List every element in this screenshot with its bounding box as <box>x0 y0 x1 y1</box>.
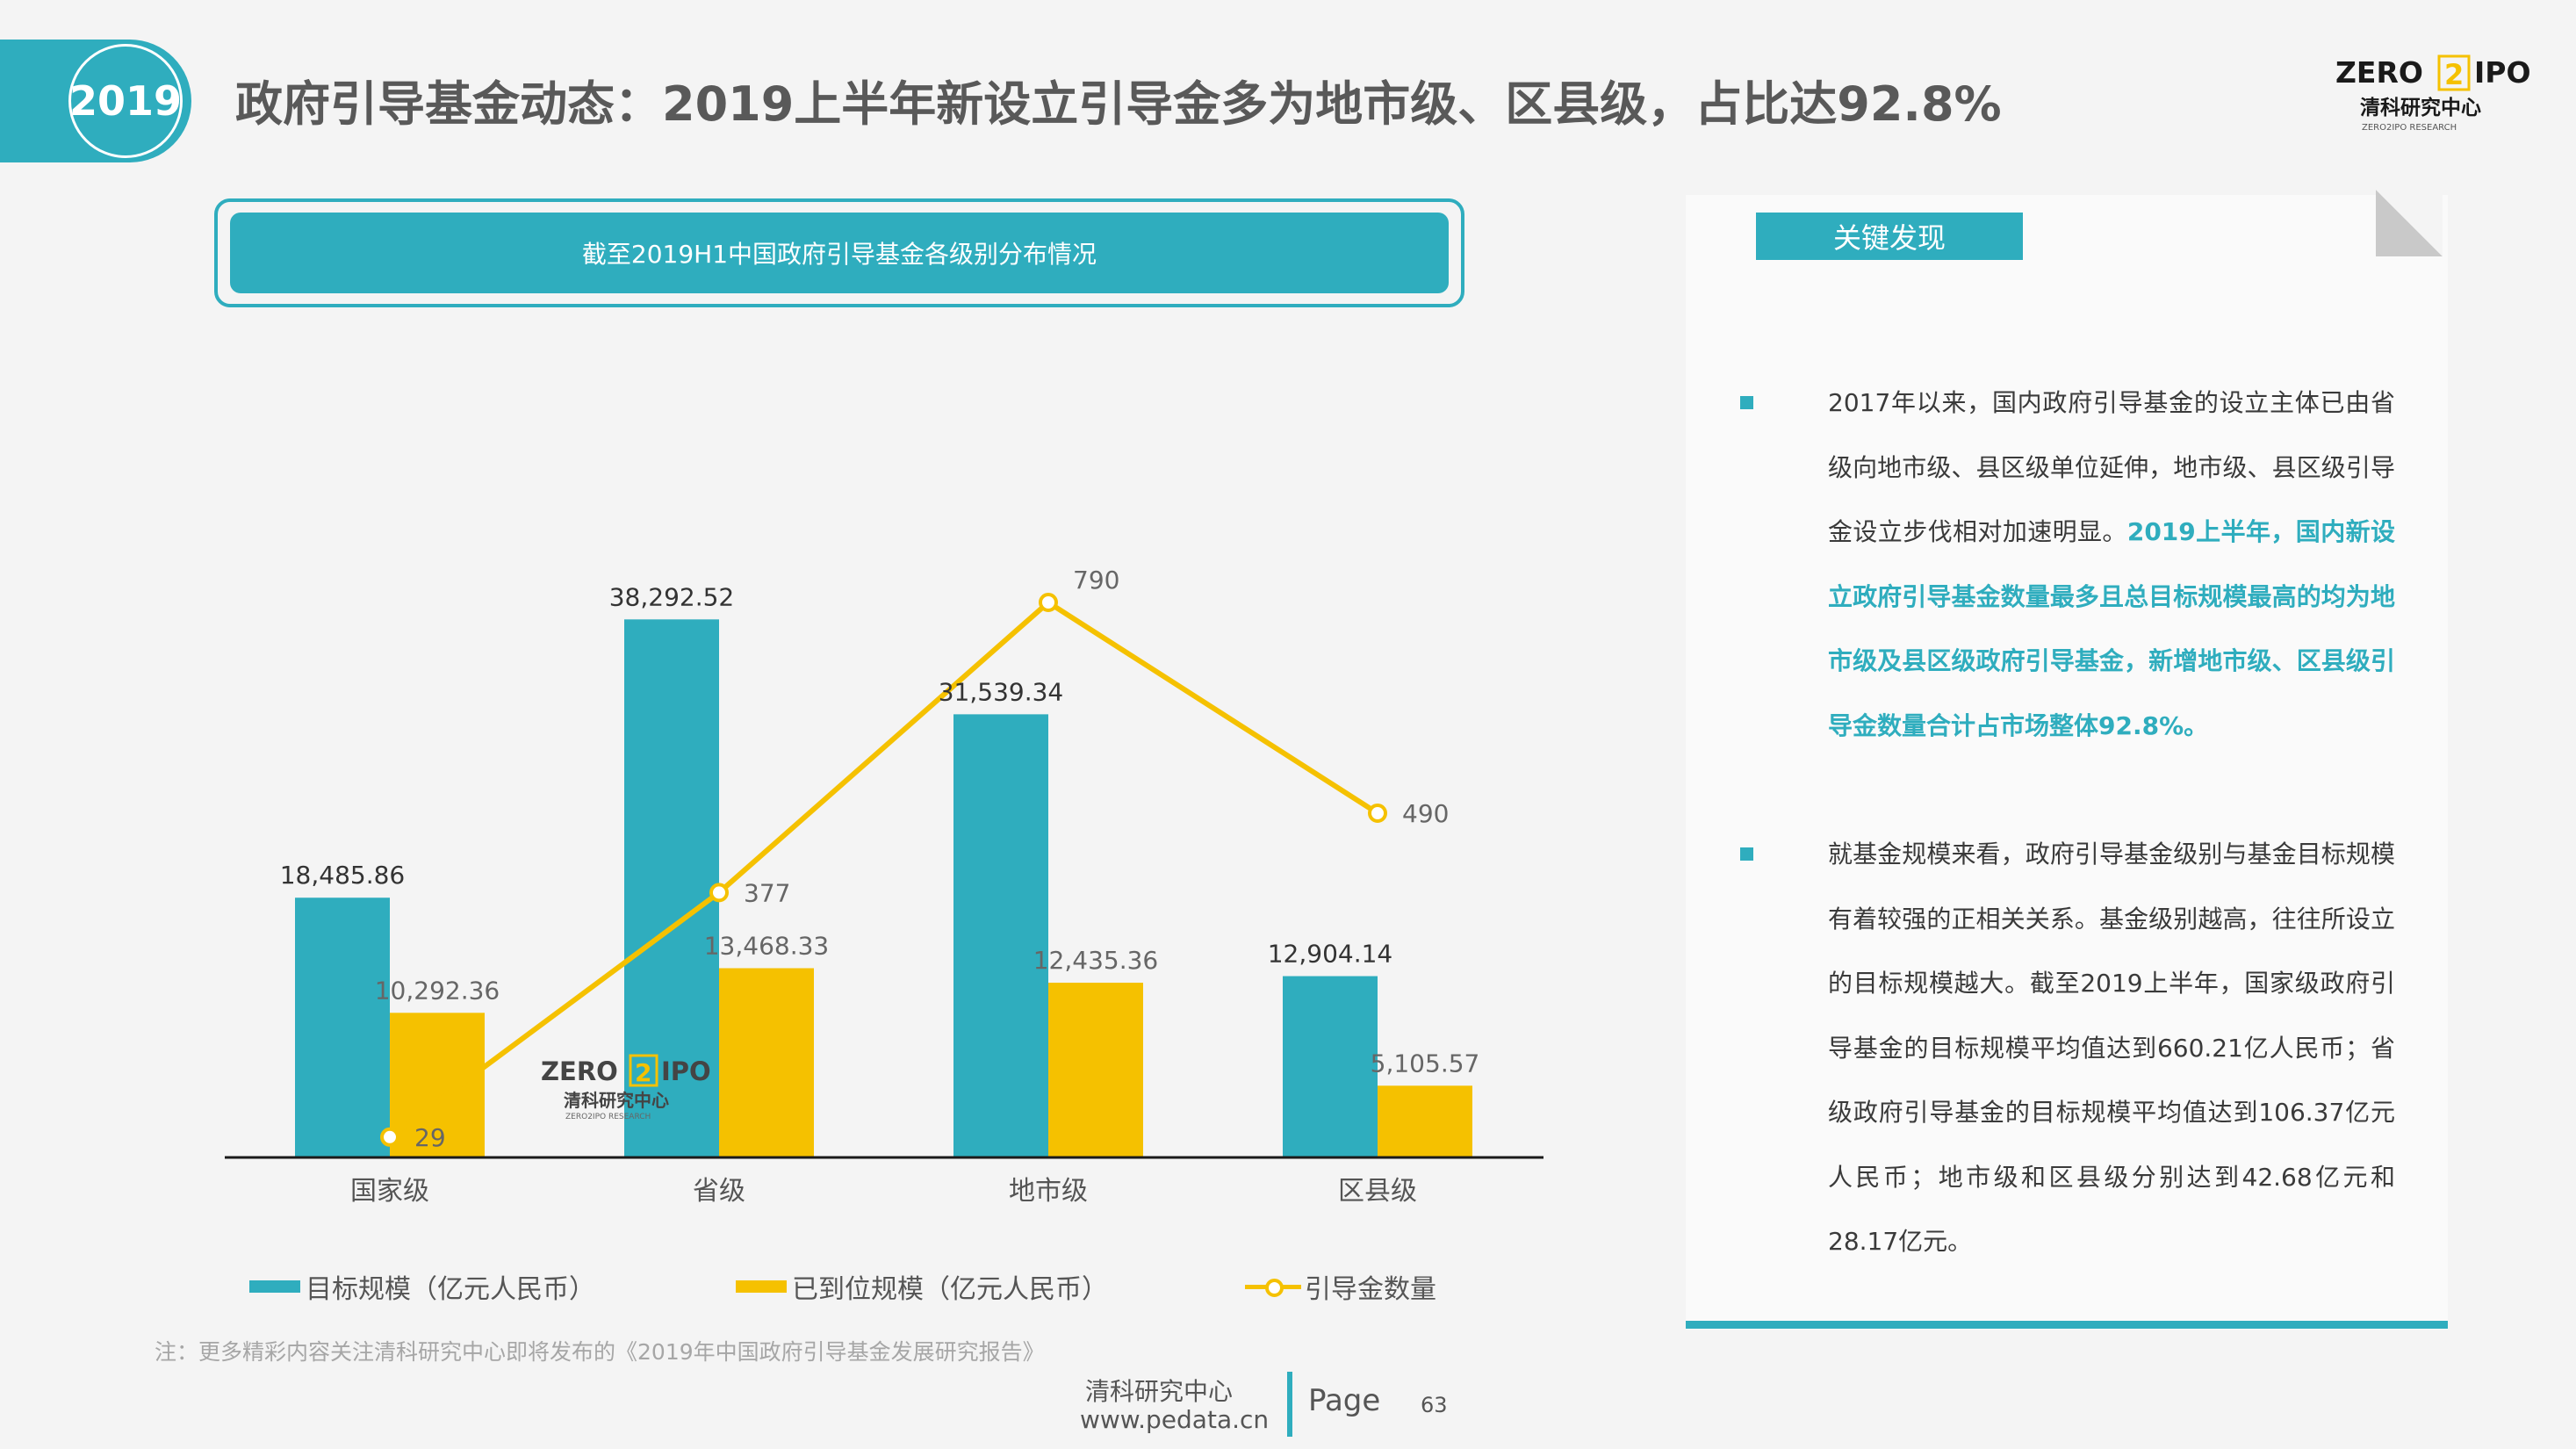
watermark-en-text: ZERO2IPO RESEARCH <box>565 1113 651 1121</box>
finding-paragraph-2: 就基金规模来看，政府引导基金级别与基金目标规模有着较强的正相关关系。基金级别越高… <box>1740 822 2395 1274</box>
bar-label-0-3: 12,904.14 <box>1268 940 1393 969</box>
chart-watermark-logo: ZERO 2 IPO 清科研究中心 ZERO2IPO RESEARCH <box>541 1054 711 1121</box>
legend-label-target: 目标规模（亿元人民币） <box>306 1274 595 1305</box>
bar-label-0-0: 18,485.86 <box>280 861 406 890</box>
bars-layer <box>225 619 1543 1159</box>
panel-bottom-bar <box>1686 1321 2448 1329</box>
watermark-cn-text: 清科研究中心 <box>564 1090 669 1111</box>
bar-0-1 <box>624 619 719 1157</box>
watermark-ipo-text: IPO <box>661 1056 711 1086</box>
chart-title: 截至2019H1中国政府引导基金各级别分布情况 <box>230 213 1449 293</box>
watermark-two-text: 2 <box>635 1058 651 1087</box>
bullet-icon <box>1740 847 1753 861</box>
legend-label-paid-in: 已到位规模（亿元人民币） <box>792 1274 1108 1305</box>
bar-label-1-0: 10,292.36 <box>375 976 500 1005</box>
x-tick-label-2: 地市级 <box>1009 1176 1088 1207</box>
bar-label-1-3: 5,105.57 <box>1371 1049 1480 1078</box>
bar-label-1-1: 13,468.33 <box>704 932 830 961</box>
footer-divider <box>1287 1372 1292 1437</box>
legend-item-paid-in: 已到位规模（亿元人民币） <box>736 1265 1108 1308</box>
bar-1-1 <box>719 968 814 1157</box>
legend-swatch-paid-in <box>736 1280 787 1293</box>
chart-title-box: 截至2019H1中国政府引导基金各级别分布情况 <box>214 198 1464 307</box>
count-point-2 <box>1039 593 1058 612</box>
footnote: 注：更多精彩内容关注清科研究中心即将发布的《2019年中国政府引导基金发展研究报… <box>155 1339 1045 1365</box>
bar-1-0 <box>390 1013 485 1157</box>
finding-paragraph-1: 2017年以来，国内政府引导基金的设立主体已由省级向地市级、县区级单位延伸，地市… <box>1740 371 2395 758</box>
key-findings-panel <box>1686 195 2448 1330</box>
x-tick-label-3: 区县级 <box>1338 1176 1417 1207</box>
finding-1-highlight: 2019上半年，国内新设立政府引导基金数量最多且总目标规模最高的均为地市级及县区… <box>1828 517 2395 740</box>
year-badge: 2019 <box>68 44 183 158</box>
count-point-3 <box>1368 804 1387 823</box>
bar-0-3 <box>1283 976 1378 1157</box>
bar-line-chart: 18,485.86 10,292.36 国家级 38,292.52 13,468.33 省… <box>225 566 1543 1207</box>
bar-label-0-2: 31,539.34 <box>939 677 1064 706</box>
legend-swatch-count <box>1245 1273 1301 1300</box>
bar-1-2 <box>1048 983 1143 1157</box>
legend-item-target: 目标规模（亿元人民币） <box>249 1265 595 1308</box>
bar-0-0 <box>295 898 390 1157</box>
footer-url: www.pedata.cn <box>1080 1405 1270 1434</box>
legend-item-count: 引导金数量 <box>1245 1265 1436 1308</box>
logo-en-text: ZERO2IPO RESEARCH <box>2362 123 2457 133</box>
line-layer <box>380 593 1387 1147</box>
logo-two-text: 2 <box>2444 58 2464 91</box>
logo-zero-text: ZERO <box>2335 55 2423 90</box>
logo-cn-text: 清科研究中心 <box>2360 96 2481 119</box>
count-label-2: 790 <box>1073 566 1119 595</box>
zero2ipo-logo: ZERO 2 IPO 清科研究中心 ZERO2IPO RESEARCH <box>2335 54 2531 133</box>
bar-1-3 <box>1378 1085 1472 1157</box>
finding-1-normal: 2017年以来，国内政府引导基金的设立主体已由省级向地市级、县区级单位延伸，地市… <box>1828 388 2395 546</box>
page-fold-decoration <box>2376 190 2443 256</box>
footer-page-number: 63 <box>1421 1393 1448 1417</box>
bar-label-0-1: 38,292.52 <box>609 582 735 611</box>
finding-text-1: 2017年以来，国内政府引导基金的设立主体已由省级向地市级、县区级单位延伸，地市… <box>1828 371 2395 758</box>
footer-page-label: Page <box>1308 1383 1381 1418</box>
key-findings-title: 关键发现 <box>1756 213 2023 260</box>
x-tick-label-0: 国家级 <box>350 1176 429 1207</box>
count-line <box>388 600 1379 1140</box>
x-tick-label-1: 省级 <box>693 1176 745 1207</box>
count-point-1 <box>709 883 729 903</box>
legend-label-count: 引导金数量 <box>1305 1274 1436 1305</box>
count-label-3: 490 <box>1402 799 1449 828</box>
watermark-zero-text: ZERO <box>541 1056 618 1086</box>
count-point-0 <box>380 1127 399 1147</box>
bar-0-2 <box>953 714 1048 1157</box>
count-label-0: 29 <box>414 1123 446 1152</box>
logo-ipo-text: IPO <box>2474 55 2531 90</box>
legend-swatch-target <box>249 1280 300 1293</box>
count-label-1: 377 <box>744 878 790 907</box>
footer-org: 清科研究中心 <box>1085 1377 1234 1406</box>
bullet-icon <box>1740 396 1753 409</box>
finding-text-2: 就基金规模来看，政府引导基金级别与基金目标规模有着较强的正相关关系。基金级别越高… <box>1828 840 2395 1256</box>
bar-label-1-2: 12,435.36 <box>1033 946 1159 975</box>
labels-layer: 18,485.86 10,292.36 国家级 38,292.52 13,468.33 省… <box>280 566 1480 1207</box>
page-title: 政府引导基金动态：2019上半年新设立引导金多为地市级、区县级，占比达92.8% <box>235 76 2002 132</box>
